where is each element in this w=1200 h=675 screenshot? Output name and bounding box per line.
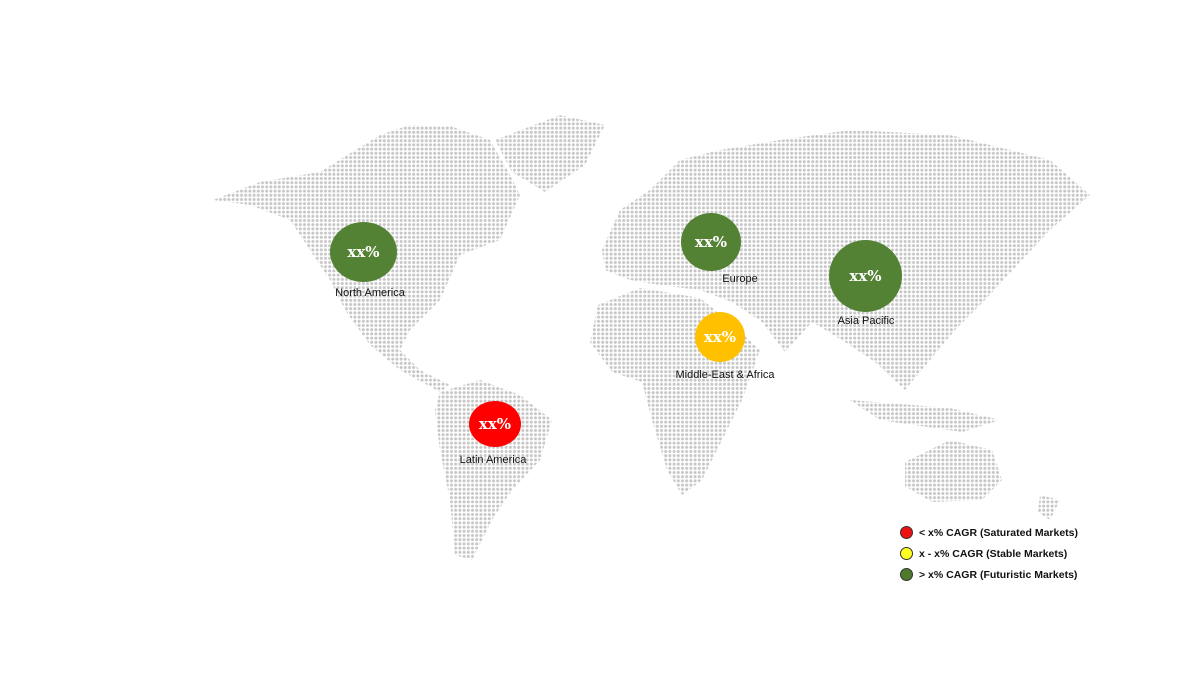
legend-item-futuristic: > x% CAGR (Futuristic Markets) — [900, 564, 1078, 585]
south-america-landmass — [435, 380, 552, 560]
greenland-landmass — [495, 115, 605, 192]
north-america-bubble[interactable]: xx% — [330, 222, 397, 282]
legend-label: x - x% CAGR (Stable Markets) — [919, 547, 1068, 560]
new-zealand-landmass — [1038, 495, 1060, 520]
middle-east-africa-label: Middle-East & Africa — [675, 369, 775, 381]
asia-pacific-bubble[interactable]: xx% — [829, 240, 902, 312]
latin-america-label: Latin America — [459, 454, 527, 466]
europe-label: Europe — [722, 273, 758, 285]
legend-item-saturated: < x% CAGR (Saturated Markets) — [900, 522, 1078, 543]
europe-bubble[interactable]: xx% — [681, 213, 741, 271]
red-circle-icon — [900, 526, 913, 539]
indonesia-landmass — [850, 400, 1000, 432]
middle-east-africa-bubble[interactable]: xx% — [695, 312, 745, 362]
legend: < x% CAGR (Saturated Markets) x - x% CAG… — [900, 522, 1078, 585]
yellow-circle-icon — [900, 547, 913, 560]
legend-label: > x% CAGR (Futuristic Markets) — [919, 568, 1078, 581]
north-america-label: North America — [335, 287, 405, 299]
latin-america-bubble[interactable]: xx% — [469, 401, 521, 447]
legend-item-stable: x - x% CAGR (Stable Markets) — [900, 543, 1078, 564]
legend-label: < x% CAGR (Saturated Markets) — [919, 526, 1079, 539]
australia-landmass — [905, 440, 1002, 502]
asia-pacific-label: Asia Pacific — [837, 315, 895, 327]
green-circle-icon — [900, 568, 913, 581]
